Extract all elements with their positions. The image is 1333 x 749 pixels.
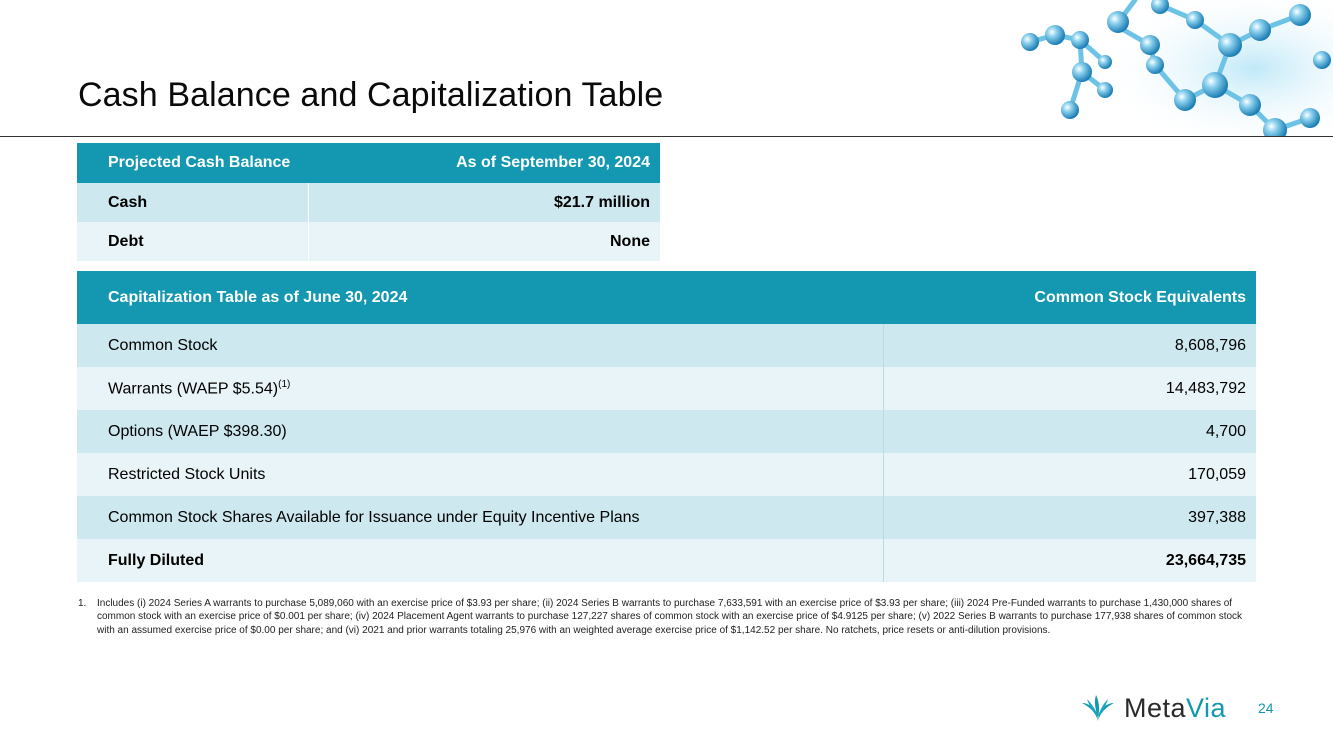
table-row: Fully Diluted 23,664,735 [77, 539, 1256, 582]
footnote-text: Includes (i) 2024 Series A warrants to p… [97, 598, 1243, 636]
page-number: 24 [1258, 700, 1274, 716]
table-row: Options (WAEP $398.30) 4,700 [77, 410, 1256, 453]
logo-wordmark: MetaVia [1124, 693, 1226, 724]
leaf-sprout-icon [1082, 695, 1114, 721]
logo-word-meta: Meta [1124, 692, 1187, 723]
cap-header-equivalents: Common Stock Equivalents [883, 271, 1256, 324]
cap-row-value: 14,483,792 [883, 367, 1256, 410]
cash-balance-table: Projected Cash Balance As of September 3… [77, 143, 660, 261]
cap-row-value: 4,700 [883, 410, 1256, 453]
debt-row-label: Debt [77, 222, 309, 261]
cap-row-value: 170,059 [883, 453, 1256, 496]
cash-header-date: As of September 30, 2024 [308, 143, 660, 183]
table-row: Restricted Stock Units 170,059 [77, 453, 1256, 496]
cap-row-label: Restricted Stock Units [77, 453, 884, 496]
cap-row-label: Common Stock [77, 324, 884, 367]
page-title: Cash Balance and Capitalization Table [78, 76, 664, 114]
logo-word-via: Via [1186, 692, 1227, 723]
cap-row-label: Warrants (WAEP $5.54) [108, 380, 279, 398]
cap-table-header: Capitalization Table as of June 30, 2024… [77, 271, 1256, 324]
title-divider [0, 136, 1333, 137]
cap-row-label: Common Stock Shares Available for Issuan… [77, 496, 884, 539]
cap-row-value: 8,608,796 [883, 324, 1256, 367]
cap-row-value: 397,388 [883, 496, 1256, 539]
table-row: Common Stock 8,608,796 [77, 324, 1256, 367]
cap-row-label: Options (WAEP $398.30) [77, 410, 884, 453]
table-row: Debt None [77, 222, 660, 261]
cash-row-label: Cash [77, 183, 309, 222]
footnote-number: 1. [78, 598, 87, 609]
cash-header-label: Projected Cash Balance [77, 143, 309, 183]
cap-header-label: Capitalization Table as of June 30, 2024 [77, 271, 884, 324]
capitalization-table: Capitalization Table as of June 30, 2024… [77, 271, 1256, 582]
cash-row-value: $21.7 million [308, 183, 660, 222]
total-row-value: 23,664,735 [883, 539, 1256, 582]
footnote-reference: (1) [278, 378, 291, 390]
table-row: Warrants (WAEP $5.54)(1) 14,483,792 [77, 367, 1256, 410]
cash-table-header: Projected Cash Balance As of September 3… [77, 143, 660, 183]
molecule-graphic [1021, 0, 1333, 137]
total-row-label: Fully Diluted [77, 539, 884, 582]
footnote: 1. Includes (i) 2024 Series A warrants t… [78, 597, 1253, 637]
table-row: Cash $21.7 million [77, 183, 660, 222]
metavia-logo: MetaVia [1080, 688, 1226, 728]
cap-row-label-cell: Warrants (WAEP $5.54)(1) [77, 367, 884, 410]
debt-row-value: None [308, 222, 660, 261]
table-row: Common Stock Shares Available for Issuan… [77, 496, 1256, 539]
